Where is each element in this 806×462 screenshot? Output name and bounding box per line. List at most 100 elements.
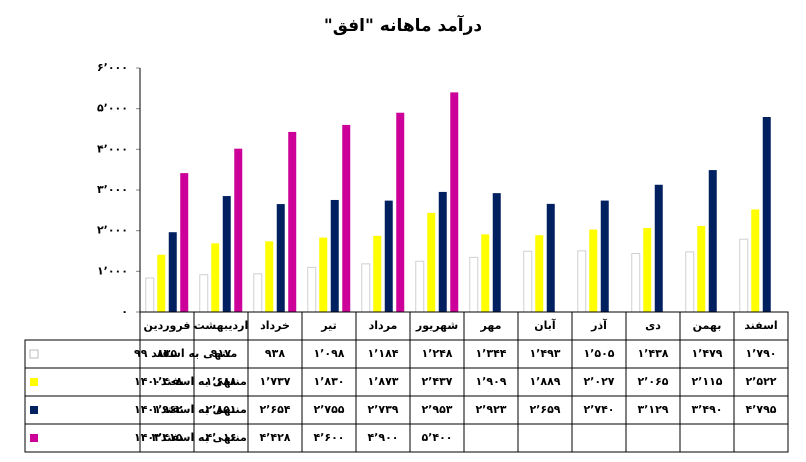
bar — [523, 250, 533, 313]
x-tick-label: خرداد — [260, 319, 290, 332]
bar — [342, 124, 351, 312]
data-label: ۲٬۰۲۷ — [583, 375, 614, 388]
bar — [600, 200, 609, 312]
data-label: ۵٬۴۰۰ — [421, 431, 452, 444]
bar — [654, 184, 663, 312]
data-label: ۱٬۹۶۲ — [151, 403, 182, 416]
data-label: ۱٬۸۸۹ — [529, 375, 560, 388]
legend-label: منتهی به اسفند۱۴۰۰ — [134, 375, 247, 388]
y-tick-label: ۵٬۰۰۰ — [97, 102, 128, 115]
bar — [157, 254, 166, 312]
data-label: ۸۳۵ — [157, 347, 177, 360]
y-tick-label: ۰ — [121, 305, 128, 318]
bar — [708, 170, 717, 312]
bar — [199, 274, 209, 313]
data-label: ۲٬۷۴۰ — [583, 403, 614, 416]
bar — [481, 234, 490, 312]
data-label: ۱٬۴۹۳ — [529, 347, 560, 360]
legend-swatch — [30, 434, 38, 442]
bar — [438, 191, 447, 312]
data-label: ۴٬۷۹۵ — [745, 403, 776, 416]
bar — [361, 263, 371, 313]
data-label: ۲٬۱۱۵ — [691, 375, 722, 388]
bar — [307, 266, 317, 313]
bar — [288, 131, 297, 312]
x-tick-label: فروردین — [144, 319, 191, 332]
bar — [211, 243, 220, 312]
legend-swatch — [30, 378, 38, 386]
bar — [751, 209, 760, 312]
bar — [396, 112, 405, 312]
bar — [535, 235, 544, 312]
bar — [685, 251, 695, 313]
bar — [492, 193, 501, 312]
chart-title: درآمد ماهانه "افق" — [324, 14, 483, 36]
bar — [168, 232, 177, 312]
data-label: ۳٬۴۹۰ — [691, 403, 722, 416]
data-label: ۱٬۲۴۸ — [421, 347, 452, 360]
data-label: ۲٬۸۵۱ — [205, 403, 236, 416]
bar — [253, 273, 263, 313]
bar — [762, 117, 771, 313]
x-tick-label: اردیبهشت — [194, 319, 248, 332]
x-tick-label: آذر — [590, 318, 607, 332]
data-label: ۲٬۷۵۵ — [313, 403, 344, 416]
bar — [427, 212, 436, 312]
data-label: ۱٬۱۸۴ — [367, 347, 398, 360]
bar — [697, 225, 706, 312]
bar — [546, 203, 555, 312]
bar — [234, 148, 243, 312]
data-label: ۱٬۷۹۰ — [745, 347, 776, 360]
data-label: ۲٬۷۳۹ — [367, 403, 398, 416]
data-label: ۱٬۳۴۴ — [475, 347, 506, 360]
legend-label: منتهی به اسفند۱۴۰۲ — [134, 431, 247, 444]
x-tick-label: آبان — [534, 318, 556, 332]
bar — [577, 250, 587, 313]
data-label: ۱٬۸۳۰ — [313, 375, 344, 388]
x-tick-label: دی — [645, 319, 661, 332]
legend-label: منتهی به اسفند۱۴۰۱ — [134, 403, 247, 416]
bar — [739, 238, 749, 313]
data-label: ۲٬۹۵۳ — [421, 403, 452, 416]
data-label: ۹۱۷ — [211, 347, 231, 360]
data-label: ۲٬۶۵۹ — [529, 403, 560, 416]
table-cell — [24, 423, 141, 453]
data-label: ۴٬۰۱۶ — [205, 431, 236, 444]
data-label: ۱٬۹۰۹ — [475, 375, 506, 388]
bar — [145, 277, 155, 313]
bar — [384, 200, 393, 312]
x-tick-label: مرداد — [369, 319, 398, 332]
y-tick-label: ۲٬۰۰۰ — [97, 224, 128, 237]
bar — [450, 92, 459, 313]
y-tick-label: ۱٬۰۰۰ — [97, 264, 128, 277]
bar — [589, 229, 598, 312]
x-tick-label: بهمن — [693, 319, 722, 332]
y-tick-label: ۶٬۰۰۰ — [97, 61, 128, 74]
data-label: ۲٬۴۳۷ — [421, 375, 452, 388]
bar — [180, 173, 189, 312]
data-label: ۳٬۱۲۹ — [637, 403, 668, 416]
data-label: ۲٬۰۶۵ — [637, 375, 668, 388]
data-label: ۴٬۶۰۰ — [313, 431, 344, 444]
data-label: ۲٬۹۲۳ — [475, 403, 506, 416]
data-label: ۴٬۹۰۰ — [367, 431, 398, 444]
bar — [643, 228, 652, 312]
x-tick-label: اسفند — [744, 319, 777, 332]
data-label: ۱٬۶۸۸ — [205, 375, 236, 388]
data-label: ۱٬۴۳۸ — [637, 347, 668, 360]
bar — [469, 256, 479, 313]
data-label: ۲٬۵۲۲ — [745, 375, 776, 388]
data-label: ۱٬۴۷۹ — [691, 347, 722, 360]
y-tick-label: ۳٬۰۰۰ — [97, 183, 128, 196]
table-cell — [733, 311, 789, 453]
data-label: ۹۳۸ — [265, 347, 285, 360]
legend-label: منتهی به اسفند ۹۹ — [134, 347, 237, 360]
data-label: ۲٬۶۵۴ — [259, 403, 290, 416]
x-tick-label: تیر — [320, 319, 336, 332]
data-label: ۴٬۴۲۸ — [259, 431, 290, 444]
x-tick-label: مهر — [480, 319, 502, 332]
x-tick-label: شهریور — [415, 319, 458, 332]
data-label: ۱٬۷۳۷ — [259, 375, 290, 388]
bar — [265, 241, 274, 312]
